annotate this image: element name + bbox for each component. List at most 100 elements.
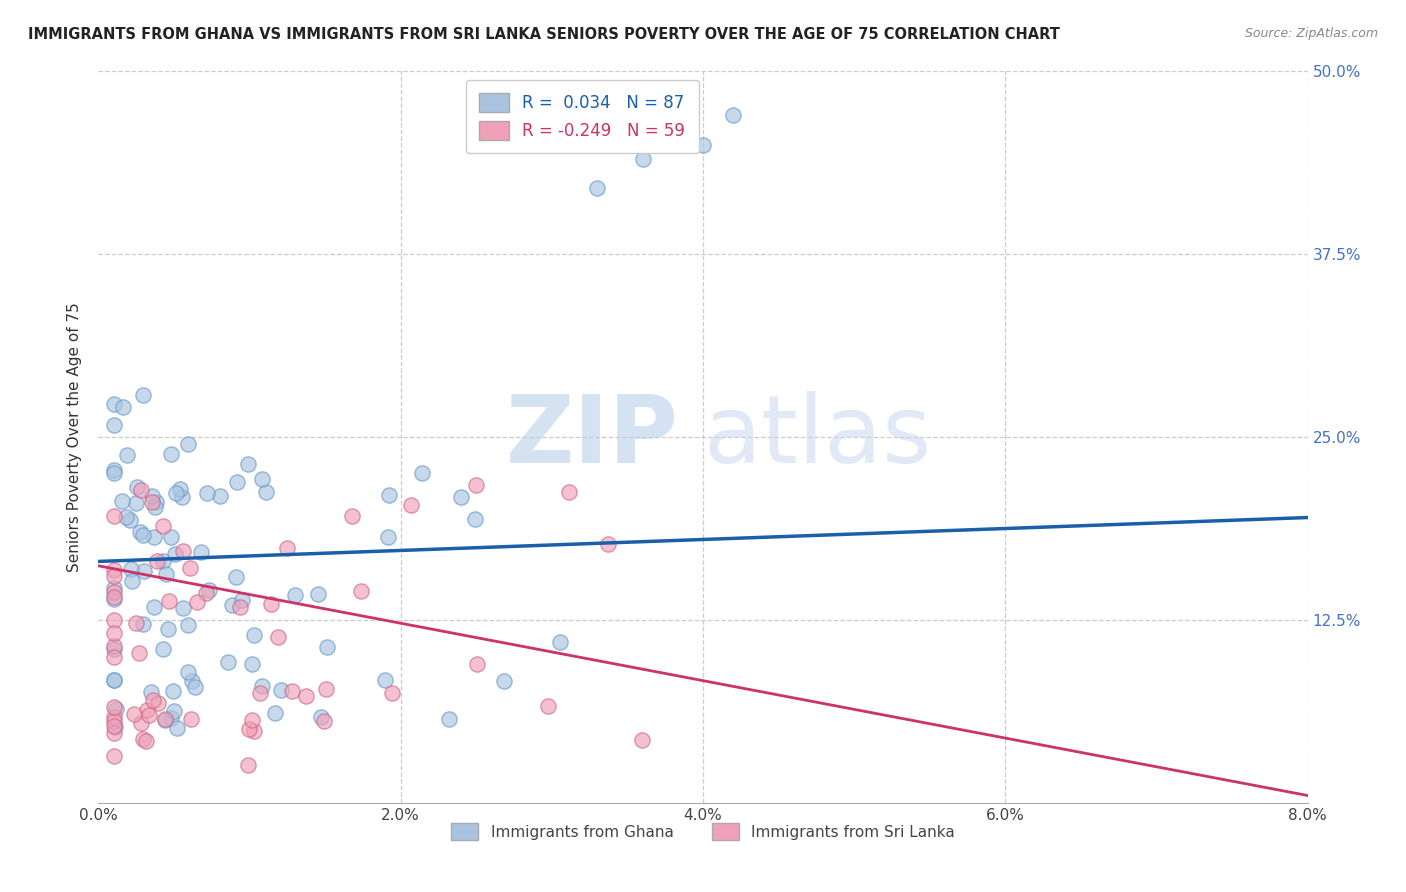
Point bbox=[152, 554, 174, 568]
Point bbox=[172, 490, 194, 504]
Point bbox=[120, 562, 142, 576]
Point bbox=[340, 509, 363, 524]
Y-axis label: Seniors Poverty Over the Age of 75: Seniors Poverty Over the Age of 75 bbox=[67, 302, 83, 572]
Point bbox=[558, 485, 581, 500]
Point bbox=[155, 712, 177, 726]
Point bbox=[103, 418, 125, 433]
Point bbox=[537, 698, 560, 713]
Point bbox=[132, 564, 155, 578]
Point bbox=[243, 628, 266, 642]
Point bbox=[132, 387, 155, 401]
Point bbox=[103, 591, 125, 606]
Point bbox=[586, 181, 609, 195]
Point bbox=[162, 684, 184, 698]
Point bbox=[315, 681, 337, 696]
Text: ZIP: ZIP bbox=[506, 391, 679, 483]
Point bbox=[307, 587, 329, 601]
Point bbox=[111, 493, 134, 508]
Point bbox=[450, 490, 472, 504]
Point bbox=[631, 733, 654, 747]
Point bbox=[492, 674, 515, 689]
Point bbox=[240, 713, 263, 727]
Point bbox=[465, 478, 488, 492]
Point bbox=[661, 123, 683, 137]
Point bbox=[350, 583, 373, 598]
Text: atlas: atlas bbox=[703, 391, 931, 483]
Point bbox=[103, 640, 125, 654]
Point bbox=[128, 647, 150, 661]
Point bbox=[249, 686, 271, 700]
Point bbox=[139, 685, 162, 699]
Point bbox=[281, 683, 304, 698]
Point bbox=[240, 657, 263, 672]
Point bbox=[129, 483, 152, 497]
Point bbox=[411, 467, 433, 481]
Point bbox=[103, 463, 125, 477]
Point bbox=[270, 682, 292, 697]
Point bbox=[169, 483, 191, 497]
Point bbox=[115, 509, 138, 524]
Point bbox=[117, 448, 139, 462]
Point bbox=[378, 488, 401, 502]
Point bbox=[314, 714, 336, 728]
Point bbox=[103, 466, 125, 480]
Point bbox=[157, 622, 180, 636]
Point bbox=[103, 581, 125, 595]
Point bbox=[236, 757, 259, 772]
Point bbox=[374, 673, 396, 687]
Point bbox=[157, 594, 180, 608]
Point bbox=[209, 490, 232, 504]
Point bbox=[155, 566, 177, 581]
Point bbox=[152, 642, 174, 657]
Point bbox=[165, 486, 187, 500]
Point bbox=[152, 518, 174, 533]
Point bbox=[103, 397, 125, 411]
Point bbox=[631, 152, 654, 166]
Point bbox=[121, 574, 143, 589]
Point bbox=[103, 508, 125, 523]
Point bbox=[221, 598, 243, 612]
Point bbox=[162, 704, 184, 718]
Text: IMMIGRANTS FROM GHANA VS IMMIGRANTS FROM SRI LANKA SENIORS POVERTY OVER THE AGE : IMMIGRANTS FROM GHANA VS IMMIGRANTS FROM… bbox=[28, 27, 1060, 42]
Point bbox=[138, 707, 160, 722]
Point bbox=[103, 719, 125, 733]
Point bbox=[103, 591, 125, 605]
Point bbox=[111, 400, 134, 414]
Point bbox=[136, 703, 159, 717]
Point bbox=[309, 709, 332, 723]
Point bbox=[103, 569, 125, 583]
Point bbox=[548, 634, 571, 648]
Point bbox=[141, 489, 163, 503]
Point bbox=[127, 480, 149, 494]
Point bbox=[225, 570, 247, 584]
Point bbox=[103, 641, 125, 656]
Point bbox=[141, 693, 163, 707]
Point bbox=[125, 496, 148, 510]
Point bbox=[231, 593, 253, 607]
Point bbox=[103, 726, 125, 740]
Point bbox=[464, 512, 486, 526]
Point bbox=[124, 707, 146, 722]
Text: Source: ZipAtlas.com: Source: ZipAtlas.com bbox=[1244, 27, 1378, 40]
Point bbox=[166, 721, 188, 735]
Point bbox=[103, 563, 125, 577]
Point bbox=[264, 706, 287, 721]
Legend: Immigrants from Ghana, Immigrants from Sri Lanka: Immigrants from Ghana, Immigrants from S… bbox=[444, 816, 962, 847]
Point bbox=[195, 586, 218, 600]
Point bbox=[160, 447, 183, 461]
Point bbox=[103, 673, 125, 688]
Point bbox=[236, 457, 259, 471]
Point bbox=[132, 528, 155, 542]
Point bbox=[103, 585, 125, 599]
Point bbox=[103, 650, 125, 665]
Point bbox=[103, 626, 125, 640]
Point bbox=[160, 711, 183, 725]
Point bbox=[172, 544, 194, 558]
Point bbox=[103, 714, 125, 728]
Point bbox=[377, 530, 399, 544]
Point bbox=[177, 618, 200, 632]
Point bbox=[238, 723, 260, 737]
Point bbox=[226, 475, 249, 490]
Point bbox=[135, 734, 157, 748]
Point bbox=[229, 599, 252, 614]
